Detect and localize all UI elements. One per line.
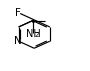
Text: NH: NH xyxy=(26,29,41,39)
Text: F: F xyxy=(15,8,21,18)
Text: 2: 2 xyxy=(34,32,39,38)
Text: N: N xyxy=(14,36,21,46)
